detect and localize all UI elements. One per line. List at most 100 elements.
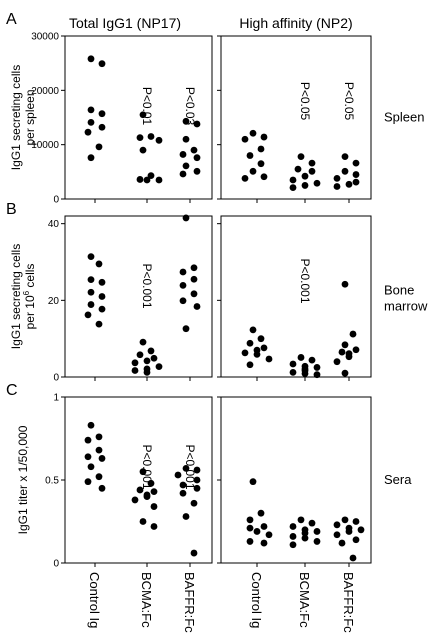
- data-point: [357, 526, 365, 534]
- data-point: [190, 499, 198, 507]
- data-point: [87, 154, 95, 162]
- y-tick-label: 0: [53, 373, 59, 384]
- series-control-ig: [246, 478, 273, 547]
- data-point: [136, 176, 144, 183]
- data-point: [136, 134, 144, 142]
- data-point: [193, 120, 201, 128]
- data-point: [341, 153, 349, 161]
- data-point: [182, 117, 190, 125]
- data-point: [98, 110, 106, 118]
- data-point: [136, 486, 144, 494]
- data-point: [150, 503, 158, 510]
- data-point: [179, 281, 187, 289]
- data-point: [193, 484, 201, 492]
- data-point: [87, 106, 95, 114]
- data-point: [289, 360, 297, 368]
- data-point: [333, 521, 341, 529]
- row-label-sera: Sera: [384, 472, 412, 487]
- data-point: [84, 478, 92, 486]
- data-point: [150, 523, 158, 530]
- data-point: [87, 55, 95, 63]
- data-point: [289, 176, 297, 184]
- data-point: [143, 176, 151, 184]
- svg-text:per 106 cells: per 106 cells: [22, 264, 37, 330]
- series-control-ig: [241, 326, 273, 369]
- data-point: [95, 473, 103, 481]
- data-point: [308, 519, 316, 527]
- data-point: [179, 489, 187, 497]
- p-value-annotation: P<0.03: [183, 87, 197, 126]
- data-point: [352, 518, 360, 525]
- data-point: [249, 167, 257, 175]
- series-baffr-fc: [179, 214, 201, 333]
- data-point: [131, 367, 139, 374]
- svg-text:per spleen: per spleen: [23, 89, 37, 145]
- data-point: [301, 529, 309, 537]
- data-point: [341, 167, 349, 175]
- data-point: [352, 536, 360, 544]
- data-point: [345, 353, 353, 361]
- y-axis-label-spleen: IgG1 secreting cells per spleen: [9, 65, 37, 170]
- data-point: [301, 172, 309, 180]
- data-point: [155, 176, 163, 184]
- data-point: [139, 468, 147, 476]
- data-point: [182, 135, 190, 143]
- data-point: [193, 303, 201, 310]
- data-point: [84, 453, 92, 461]
- data-point: [87, 421, 95, 429]
- series-control-ig: [84, 253, 106, 328]
- panel-bone-marrow-total-igg1-np17: 0 20 40 P<0.001: [48, 214, 213, 384]
- data-point: [155, 136, 163, 144]
- data-point: [246, 516, 254, 524]
- p-value-annotation: P<0.05: [298, 82, 312, 121]
- data-point: [131, 496, 139, 504]
- data-point: [193, 476, 201, 484]
- series-baffr-fc: [333, 153, 360, 190]
- data-point: [352, 159, 360, 167]
- data-point: [193, 167, 201, 175]
- y-tick-label: 10000: [31, 140, 59, 151]
- data-point: [98, 484, 106, 492]
- column-header-total-igg1: Total IgG1 (NP17): [69, 15, 181, 31]
- data-point: [352, 171, 360, 178]
- data-point: [301, 370, 309, 377]
- y-axis-label-bone-marrow: IgG1 secreting cells per 106 cells: [9, 244, 37, 349]
- data-point: [246, 361, 254, 369]
- data-point: [313, 364, 321, 371]
- data-point: [260, 523, 268, 530]
- data-point: [246, 152, 254, 159]
- data-point: [249, 478, 257, 486]
- y-tick-label: 0: [53, 195, 59, 206]
- data-point: [179, 481, 187, 489]
- series-bcma-fc: [289, 354, 321, 379]
- data-point: [257, 509, 265, 517]
- panel-frame: [64, 215, 213, 378]
- data-point: [253, 350, 261, 358]
- series-baffr-fc: [174, 464, 201, 557]
- data-point: [349, 554, 357, 562]
- data-point: [136, 351, 144, 359]
- data-point: [98, 455, 106, 462]
- x-category-labels: Control Ig BCMA:Fc BAFFR:Fc Control Ig BCMA:…: [87, 572, 356, 633]
- panel-bone-marrow-high-affinity-np2: P<0.001: [217, 215, 372, 381]
- svg-text:IgG1 secreting cells: IgG1 secreting cells: [9, 65, 23, 170]
- data-point: [294, 165, 302, 173]
- data-point: [190, 146, 198, 154]
- data-point: [341, 516, 349, 524]
- y-tick-label: 0.5: [45, 476, 59, 487]
- data-point: [84, 436, 92, 444]
- data-point: [190, 290, 198, 298]
- data-point: [193, 154, 201, 162]
- data-point: [87, 118, 95, 126]
- panel-frame: [64, 35, 213, 200]
- data-point: [182, 464, 190, 472]
- data-point: [179, 170, 187, 178]
- data-point: [246, 339, 254, 347]
- data-point: [87, 253, 95, 261]
- x-category-label-control-ig: Control Ig: [249, 572, 264, 628]
- y-tick-label: 40: [48, 219, 60, 230]
- data-point: [333, 183, 341, 190]
- y-tick-label: 30000: [31, 32, 59, 43]
- data-point: [84, 128, 92, 136]
